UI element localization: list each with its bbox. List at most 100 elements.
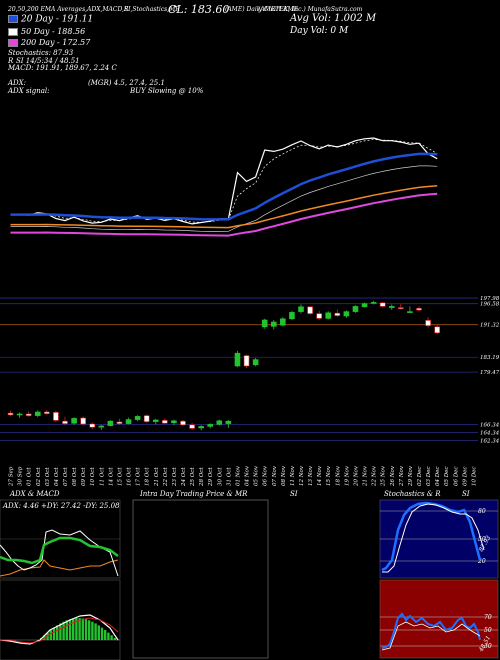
- date-tick-label: 07 Oct: [63, 467, 69, 486]
- adx-values-text: ADX: 4.46 +DY: 27.42 -DY: 25.08: [2, 502, 120, 510]
- date-tick-label: 03 Dec: [426, 467, 432, 487]
- macd-histogram: [40, 618, 116, 640]
- candle-body: [16, 413, 23, 416]
- candle-body: [352, 306, 359, 312]
- date-tick-label: 18 Oct: [145, 467, 151, 486]
- ma50-swatch: [8, 28, 18, 36]
- candle-body: [225, 420, 232, 424]
- date-tick-label: 27 Nov: [399, 465, 405, 487]
- stoch-panel-title: Stochastics & R: [384, 490, 441, 498]
- date-tick-label: 06 Nov: [263, 465, 269, 486]
- macd-signal-line: [0, 617, 119, 644]
- ma20-line: [10, 152, 438, 221]
- date-tick-label: 15 Nov: [326, 465, 332, 486]
- price-level-label: 162.34: [480, 439, 500, 445]
- date-tick-label: 02 Oct: [36, 467, 42, 486]
- candle-body: [80, 417, 86, 425]
- macd-histogram-bar: [68, 619, 72, 640]
- macd-histogram-bar: [52, 627, 56, 640]
- date-tick-label: 15 Oct: [117, 467, 123, 486]
- candle-body: [152, 419, 159, 422]
- date-tick-label: 01 Oct: [27, 467, 33, 486]
- stochastics-readout: Stochastics: 87.93: [8, 49, 74, 57]
- macd-histogram-bar: [81, 618, 84, 640]
- date-tick-label: 14 Oct: [108, 467, 114, 486]
- ma100-line: [10, 185, 438, 229]
- stoch-d-line: [382, 503, 485, 573]
- legend-ma200: 200 Day - 172.57: [8, 38, 90, 47]
- candle-body: [44, 411, 50, 414]
- date-tick-label: 30 Oct: [217, 467, 223, 486]
- ma200-line: [10, 192, 438, 237]
- rsi-level-50: 50: [484, 627, 492, 634]
- candle-body: [107, 420, 114, 426]
- date-tick-label: 20 Nov: [353, 465, 359, 487]
- intraday-panel-si: SI: [290, 490, 298, 498]
- macd-histogram-bar: [59, 623, 62, 640]
- macd-histogram-bar: [88, 620, 91, 640]
- date-tick-label: 25 Nov: [381, 465, 387, 487]
- candle-body: [134, 416, 141, 420]
- macd-histogram-bar: [56, 625, 59, 640]
- macd-histogram-bar: [91, 621, 94, 640]
- macd-histogram-bar: [62, 621, 65, 640]
- macd-histogram-bar: [78, 618, 81, 640]
- date-tick-label: 11 Nov: [290, 465, 296, 486]
- date-tick-label: 05 Dec: [444, 467, 450, 487]
- date-tick-label: 11 Oct: [99, 467, 105, 486]
- date-tick-label: 27 Sep: [9, 466, 15, 487]
- company-line: (AMETEK, Inc.) MunafaSutra.com: [258, 6, 363, 13]
- date-tick-label: 19 Nov: [344, 465, 350, 486]
- date-tick-label: 02 Dec: [417, 467, 423, 487]
- date-tick-label: 24 Oct: [181, 467, 187, 487]
- candle-body: [116, 421, 123, 424]
- candle-body: [334, 312, 341, 316]
- adx-signal-label: ADX signal:: [8, 87, 50, 95]
- candle-body: [289, 312, 295, 320]
- macd-histogram-bar: [94, 623, 97, 640]
- candle-body: [71, 418, 77, 424]
- macd-histogram-bar: [49, 630, 52, 640]
- date-tick-label: 29 Oct: [208, 467, 214, 487]
- date-tick-label: 05 Nov: [254, 465, 260, 486]
- price-level-label: 183.19: [480, 355, 500, 361]
- candle-body: [98, 425, 105, 428]
- macd-histogram-bar: [75, 618, 78, 640]
- date-tick-label: 31 Oct: [226, 467, 232, 486]
- chart-header-line: 20,50,200 EMA Averages,ADX,MACD,R: [8, 6, 129, 13]
- candlestick-series: [7, 300, 440, 431]
- price-level-label: 179.47: [480, 370, 500, 376]
- chart-header-line-2: SI,Stochastics,MR: [124, 6, 180, 13]
- candle-body: [370, 302, 377, 304]
- buy-signal-readout: BUY Slowing @ 10%: [130, 87, 204, 95]
- candle-body: [361, 303, 368, 308]
- price-level-label: 191.32: [480, 323, 500, 329]
- price-level-label: 166.34: [480, 423, 500, 429]
- candle-body: [189, 424, 195, 429]
- date-tick-label: 08 Oct: [72, 467, 78, 486]
- stoch-level-20: 20: [477, 558, 486, 565]
- ticker-line: (AME) Daily Chart AME: [225, 6, 299, 13]
- date-tick-label: 03 Oct: [45, 467, 51, 486]
- date-tick-label: 21 Oct: [154, 467, 160, 487]
- plus-di-line: [0, 536, 119, 565]
- ma50-line: [10, 165, 438, 232]
- candle-body: [25, 413, 32, 416]
- candle-body: [434, 326, 440, 334]
- date-tick-label: 28 Oct: [199, 467, 205, 487]
- rsi-level-70: 70: [484, 614, 492, 621]
- candle-body: [216, 420, 223, 425]
- macd-histogram-bar: [97, 625, 100, 640]
- legend-ma20: 20 Day - 191.11: [8, 15, 93, 25]
- candle-body: [270, 321, 277, 327]
- legend-ma200-text: 200 Day - 172.57: [21, 38, 91, 47]
- macd-histogram-bar: [110, 635, 113, 640]
- macd-histogram-bar: [100, 627, 104, 640]
- intraday-panel-title: Intra Day Trading Price & MR: [140, 490, 248, 498]
- candle-body: [261, 319, 268, 328]
- candle-body: [307, 306, 313, 314]
- rsi-r-label: R: [8, 57, 14, 65]
- candle-body: [280, 318, 286, 326]
- date-tick-label: 06 Dec: [453, 467, 459, 487]
